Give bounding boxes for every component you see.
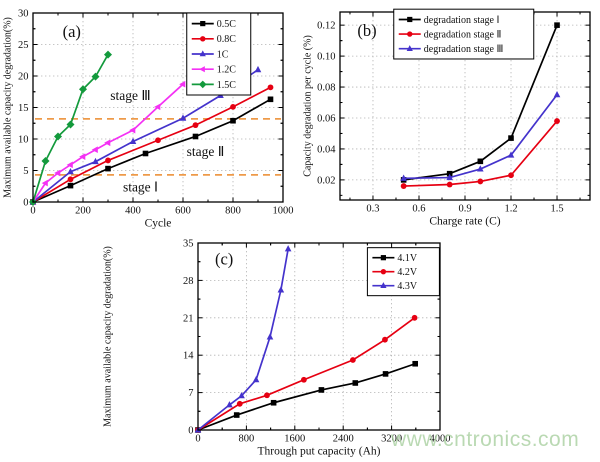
legend-label: 0.8C	[217, 34, 237, 45]
chart-c: 0 800 1600 2400 3200 4000 0 7 14 21 28 35 Through pu…	[100, 230, 480, 462]
x-tick-label: 2400	[333, 434, 354, 445]
legend: degradation stage Ⅰ degradation stage Ⅱ de…	[393, 8, 535, 60]
y-axis-label: Capacity degradation per cycle (%)	[303, 35, 314, 177]
watermark: www.cntronics.com	[391, 428, 580, 451]
legend-label: 1.5C	[217, 80, 237, 91]
y-tick-label: 21	[183, 313, 194, 324]
y-axis-label: Maximum available capacity degradation(%…	[103, 246, 114, 427]
y-tick-label: 0	[188, 426, 193, 437]
x-tick-label: 0	[195, 434, 200, 445]
y-tick-label: 5	[23, 166, 28, 177]
x-tick-label: 1600	[284, 434, 305, 445]
legend: 4.1V 4.2V 4.3V	[366, 247, 440, 297]
x-tick-label: 0	[30, 206, 35, 217]
y-axis-label: Maximum available capacity degradation(%…	[3, 17, 14, 198]
y-tick-label: 15	[18, 103, 29, 114]
y-tick-label: 0.06	[317, 113, 335, 124]
y-tick-label: 7	[188, 388, 193, 399]
chart-b-svg: 0.3 0.6 0.9 1.2 1.50.020.040.060.080.100.12C…	[303, 8, 591, 228]
chart-c-svg: 0 800 1600 2400 3200 4000 0 7 14 21 28 35 Through pu…	[103, 239, 451, 458]
series-4.3V	[194, 245, 292, 433]
series-degradation stage Ⅲ	[400, 90, 561, 181]
x-axis-label: Cycle	[145, 218, 172, 230]
series-1.5C	[29, 50, 112, 206]
legend-label: degradation stage Ⅱ	[424, 29, 502, 40]
x-tick-label: 200	[75, 206, 91, 217]
chart-b: 0.3 0.6 0.9 1.2 1.5 0.02 0.04 0.06 0.08 0.10 0.12 C…	[300, 0, 600, 232]
panel-label: (b)	[357, 21, 376, 40]
x-tick-label: 0.9	[458, 204, 471, 215]
y-tick-label: 0.10	[317, 52, 335, 63]
legend-label: 4.1V	[397, 253, 418, 264]
x-axis-label: Through put capacity (Ah)	[258, 446, 381, 458]
y-tick-label: 0.04	[317, 144, 336, 155]
x-tick-label: 600	[175, 206, 191, 217]
legend-label: degradation stage Ⅲ	[424, 44, 504, 55]
x-tick-label: 1000	[273, 206, 294, 217]
legend-label: 0.5C	[217, 19, 237, 30]
y-tick-label: 30	[18, 9, 29, 20]
y-tick-label: 35	[183, 239, 194, 250]
panel-label: (c)	[215, 249, 233, 268]
x-tick-label: 800	[225, 206, 241, 217]
y-tick-label: 20	[18, 72, 29, 83]
legend-label: 1C	[217, 49, 229, 60]
x-tick-label: 3200	[381, 434, 402, 445]
x-tick-label: 400	[125, 206, 141, 217]
stage-label: stage Ⅰ	[123, 179, 158, 194]
chart-a-svg: stage Ⅰ stage Ⅱ stage Ⅲ 0 200 400 600 800 1000 0 5…	[3, 9, 294, 230]
y-tick-label: 0	[23, 198, 28, 209]
series-degradation stage Ⅱ	[400, 118, 560, 189]
legend-label: 4.3V	[397, 281, 418, 292]
y-tick-label: 0.12	[317, 21, 335, 32]
stage-label: stage Ⅲ	[110, 88, 150, 103]
y-tick-label: 28	[183, 276, 194, 287]
x-tick-label: 800	[239, 434, 255, 445]
panel-label: (a)	[63, 22, 81, 41]
y-tick-label: 0.02	[317, 175, 335, 186]
x-axis-label: Charge rate (C)	[429, 216, 500, 228]
y-tick-label: 14	[183, 351, 194, 362]
x-tick-label: 1.5	[550, 204, 563, 215]
legend-label: 1.2C	[217, 65, 237, 76]
legend-label: degradation stage Ⅰ	[424, 15, 500, 26]
stage-label: stage Ⅱ	[187, 144, 225, 159]
legend-label: 4.2V	[397, 267, 418, 278]
x-tick-label: 1.2	[504, 204, 517, 215]
y-tick-label: 10	[18, 135, 29, 146]
y-tick-label: 25	[18, 40, 29, 51]
y-tick-label: 0.08	[317, 83, 335, 94]
x-tick-label: 0.6	[412, 204, 425, 215]
x-tick-label: 0.3	[366, 204, 379, 215]
series-4.1V	[195, 360, 418, 433]
axis-ticks	[32, 12, 284, 203]
chart-a: stage Ⅰ stage Ⅱ stage Ⅲ 0 200 400 600 800 1000 0 5…	[0, 0, 300, 232]
legend: 0.5C 0.8C 1C 1.2C 1.5C	[186, 12, 252, 96]
series-4.2V	[195, 314, 418, 433]
x-tick-label: 4000	[430, 434, 451, 445]
